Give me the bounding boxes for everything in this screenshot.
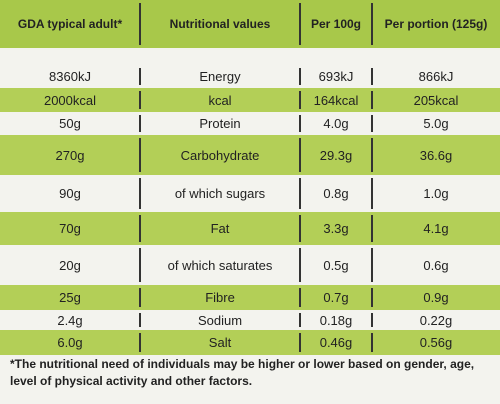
- cell: 205kcal: [413, 92, 459, 108]
- column-separator: [371, 215, 373, 242]
- column-separator: [371, 138, 373, 172]
- column-separator: [371, 91, 373, 109]
- column-separator: [139, 313, 141, 327]
- column-separator: [299, 248, 301, 282]
- cell: of which saturates: [167, 257, 273, 273]
- column-separator: [371, 288, 373, 307]
- table-row: 50g Protein 4.0g 5.0g: [0, 112, 500, 135]
- column-separator: [139, 178, 141, 209]
- cell: Fat: [210, 221, 230, 236]
- column-separator: [139, 215, 141, 242]
- cell: 50g: [59, 116, 81, 131]
- cell: 2000kcal: [43, 92, 97, 108]
- column-separator: [299, 91, 301, 109]
- table-row: 20g of which saturates 0.5g 0.6g: [0, 245, 500, 285]
- cell: 90g: [59, 186, 81, 201]
- cell: 0.56g: [419, 335, 453, 350]
- cell: Salt: [208, 335, 232, 350]
- cell: 0.46g: [319, 335, 353, 350]
- column-separator: [371, 3, 373, 45]
- table-row: 6.0g Salt 0.46g 0.56g: [0, 330, 500, 355]
- column-separator: [371, 178, 373, 209]
- column-separator: [139, 91, 141, 109]
- cell: Per 100g: [310, 17, 362, 31]
- footnote: *The nutritional need of individuals may…: [10, 357, 475, 388]
- column-separator: [139, 288, 141, 307]
- table-row: 270g Carbohydrate 29.3g 36.6g: [0, 135, 500, 175]
- cell: 0.5g: [323, 257, 349, 273]
- column-separator: [299, 333, 301, 352]
- cell: 8360kJ: [49, 69, 91, 84]
- cell: 164kcal: [313, 92, 359, 108]
- column-separator: [299, 115, 301, 132]
- cell: 866kJ: [418, 69, 454, 84]
- column-separator: [139, 68, 141, 85]
- cell: 0.7g: [323, 290, 349, 305]
- cell: 36.6g: [419, 147, 453, 163]
- column-separator: [371, 68, 373, 85]
- table-row: 8360kJ Energy 693kJ 866kJ: [0, 65, 500, 88]
- cell: 0.8g: [323, 186, 349, 201]
- cell: Carbohydrate: [180, 147, 260, 163]
- cell: 4.0g: [323, 116, 349, 131]
- column-separator: [299, 3, 301, 45]
- cell: Sodium: [197, 312, 243, 328]
- cell: 0.6g: [423, 257, 449, 273]
- column-separator: [371, 333, 373, 352]
- cell: 6.0g: [57, 335, 83, 350]
- cell: 0.18g: [319, 312, 353, 328]
- column-separator: [139, 138, 141, 172]
- table-row: 70g Fat 3.3g 4.1g: [0, 212, 500, 245]
- cell: Protein: [199, 116, 241, 131]
- cell: 3.3g: [323, 221, 349, 236]
- cell: 693kJ: [318, 69, 354, 84]
- cell: 25g: [59, 290, 81, 305]
- cell: of which sugars: [174, 186, 266, 201]
- table-row: 2000kcal kcal 164kcal 205kcal: [0, 88, 500, 112]
- cell: Energy: [199, 69, 241, 84]
- cell: 5.0g: [423, 116, 449, 131]
- cell: 0.9g: [423, 290, 449, 305]
- column-separator: [299, 178, 301, 209]
- cell: 20g: [59, 257, 81, 273]
- column-separator: [139, 248, 141, 282]
- column-separator: [299, 313, 301, 327]
- column-separator: [371, 248, 373, 282]
- column-separator: [299, 68, 301, 85]
- column-separator: [299, 138, 301, 172]
- column-separator: [139, 3, 141, 45]
- cell: 4.1g: [423, 221, 449, 236]
- cell: 2.4g: [57, 312, 83, 328]
- column-separator: [371, 115, 373, 132]
- cell: 70g: [59, 221, 81, 236]
- cell: Nutritional values: [169, 17, 271, 31]
- cell: 1.0g: [423, 186, 449, 201]
- table-row: 2.4g Sodium 0.18g 0.22g: [0, 310, 500, 330]
- column-separator: [139, 333, 141, 352]
- cell: Fibre: [205, 290, 235, 305]
- column-separator: [139, 115, 141, 132]
- cell: kcal: [208, 92, 232, 108]
- header-row: GDA typical adult* Nutritional values Per …: [0, 0, 500, 48]
- column-separator: [299, 288, 301, 307]
- cell: 29.3g: [319, 147, 353, 163]
- cell: 0.22g: [419, 312, 453, 328]
- cell: 270g: [55, 147, 85, 163]
- column-separator: [299, 215, 301, 242]
- table-row: 25g Fibre 0.7g 0.9g: [0, 285, 500, 310]
- table-row: 90g of which sugars 0.8g 1.0g: [0, 175, 500, 212]
- cell: Per portion (125g): [384, 17, 488, 31]
- cell: GDA typical adult*: [17, 17, 123, 31]
- column-separator: [371, 313, 373, 327]
